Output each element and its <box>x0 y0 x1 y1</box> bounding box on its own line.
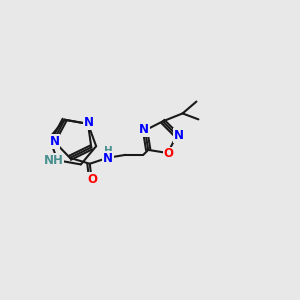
Text: N: N <box>103 152 112 165</box>
Text: N: N <box>139 123 149 136</box>
Text: O: O <box>164 148 174 160</box>
Text: NH: NH <box>44 154 63 167</box>
Text: N: N <box>84 116 94 129</box>
Text: H: H <box>104 146 113 156</box>
Text: N: N <box>174 129 184 142</box>
Text: O: O <box>88 173 98 186</box>
Text: N: N <box>50 135 59 148</box>
